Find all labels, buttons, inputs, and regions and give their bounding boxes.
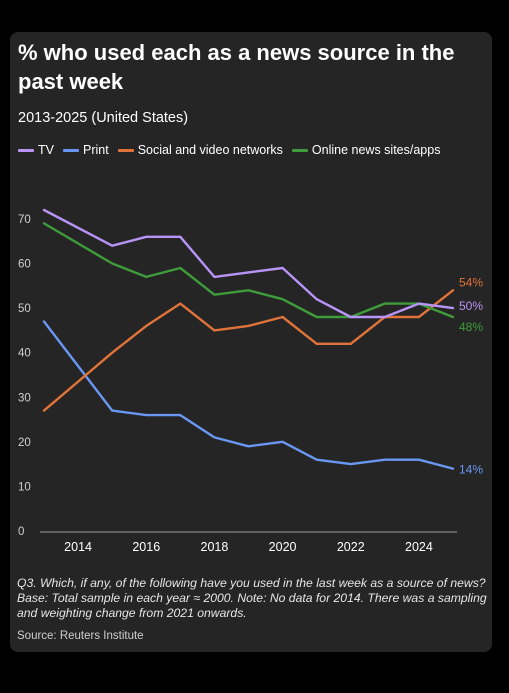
x-tick-label: 2018 (201, 540, 229, 554)
y-tick-label: 70 (18, 214, 31, 226)
chart-subtitle: 2013-2025 (United States) (18, 110, 189, 126)
chart-legend: TV Print Social and video networks Onlin… (18, 143, 440, 157)
y-tick-label: 20 (18, 437, 31, 449)
y-tick-label: 50 (18, 303, 31, 315)
legend-label-print: Print (82, 143, 109, 157)
end-labels: 50% 14% 54% 48% (459, 275, 483, 476)
series-line-print (42, 320, 455, 470)
legend-swatch-online (291, 148, 308, 152)
x-tick-label: 2024 (405, 540, 433, 554)
legend-swatch-social (117, 148, 134, 152)
x-tick-label: 2014 (64, 540, 92, 554)
y-tick-label: 30 (18, 392, 31, 404)
y-tick-label: 60 (18, 259, 31, 271)
legend-item-print: Print (62, 143, 109, 157)
legend-swatch-tv (18, 148, 34, 152)
chart-source: Source: Reuters Institute (17, 630, 144, 642)
series-lines (42, 208, 455, 470)
end-label: 14% (459, 463, 483, 477)
x-tick-label: 2020 (269, 540, 297, 554)
series-line-online-news-sites-apps (42, 222, 455, 319)
line-chart: 0 10 20 30 40 50 60 70 2014 2016 2018 2020 2022 2024… (18, 208, 483, 554)
legend-swatch-print (62, 148, 79, 152)
chart-footnote: Q3. Which, if any, of the following have… (17, 576, 487, 620)
legend-label-tv: TV (38, 143, 54, 157)
end-label: 48% (459, 320, 483, 334)
chart-title: % who used each as a news source in the … (18, 40, 455, 94)
series-line-tv (42, 208, 455, 319)
chart-card: % who used each as a news source in the … (10, 32, 492, 652)
legend-item-tv: TV (18, 143, 54, 157)
y-tick-label: 40 (18, 348, 31, 360)
legend-label-social: Social and video networks (137, 143, 283, 157)
y-axis: 0 10 20 30 40 50 60 70 (18, 214, 31, 538)
x-tick-label: 2022 (337, 540, 365, 554)
x-axis: 2014 2016 2018 2020 2022 2024 (40, 531, 457, 554)
legend-label-online: Online news sites/apps (311, 143, 441, 157)
y-tick-label: 0 (18, 526, 24, 538)
series-line-social-and-video-networks (42, 289, 455, 412)
y-tick-label: 10 (18, 481, 31, 493)
legend-item-social: Social and video networks (117, 143, 283, 157)
x-tick-label: 2016 (132, 540, 160, 554)
legend-item-online: Online news sites/apps (291, 143, 441, 157)
end-label: 54% (459, 275, 483, 289)
end-label: 50% (459, 299, 483, 313)
